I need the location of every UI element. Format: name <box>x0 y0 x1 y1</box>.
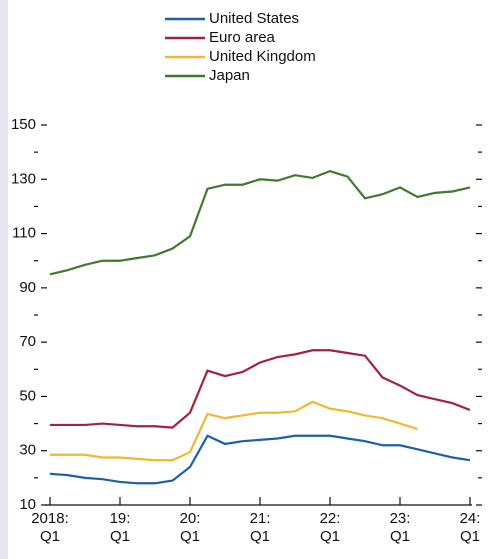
y-tick-label: 30 <box>19 442 36 459</box>
series-line <box>50 349 471 429</box>
y-tick-label: 130 <box>11 170 36 187</box>
x-tick-label: 24: Q1 <box>459 510 481 545</box>
y-tick-label: 50 <box>19 387 36 404</box>
y-tick-label: 110 <box>12 225 36 242</box>
y-tick-label: 150 <box>11 116 36 133</box>
series-line <box>50 400 418 462</box>
legend-label: United States <box>209 10 299 27</box>
y-tick-label: 70 <box>19 333 36 350</box>
x-tick-label: 21: Q1 <box>249 510 271 545</box>
series-line <box>49 434 471 485</box>
x-tick-label: 20: Q1 <box>179 510 201 545</box>
series-line <box>49 169 471 276</box>
legend-label: Japan <box>209 67 250 84</box>
x-tick-label: 22: Q1 <box>319 510 341 545</box>
x-tick-label: 19: Q1 <box>109 510 131 545</box>
x-tick-label: 23: Q1 <box>389 510 411 545</box>
y-tick-label: 90 <box>19 279 36 296</box>
legend-label: United Kingdom <box>209 48 316 65</box>
legend-label: Euro area <box>209 29 276 46</box>
y-tick-label: 10 <box>19 496 36 513</box>
side-band <box>0 0 8 559</box>
x-tick-label: 2018: Q1 <box>31 510 69 545</box>
